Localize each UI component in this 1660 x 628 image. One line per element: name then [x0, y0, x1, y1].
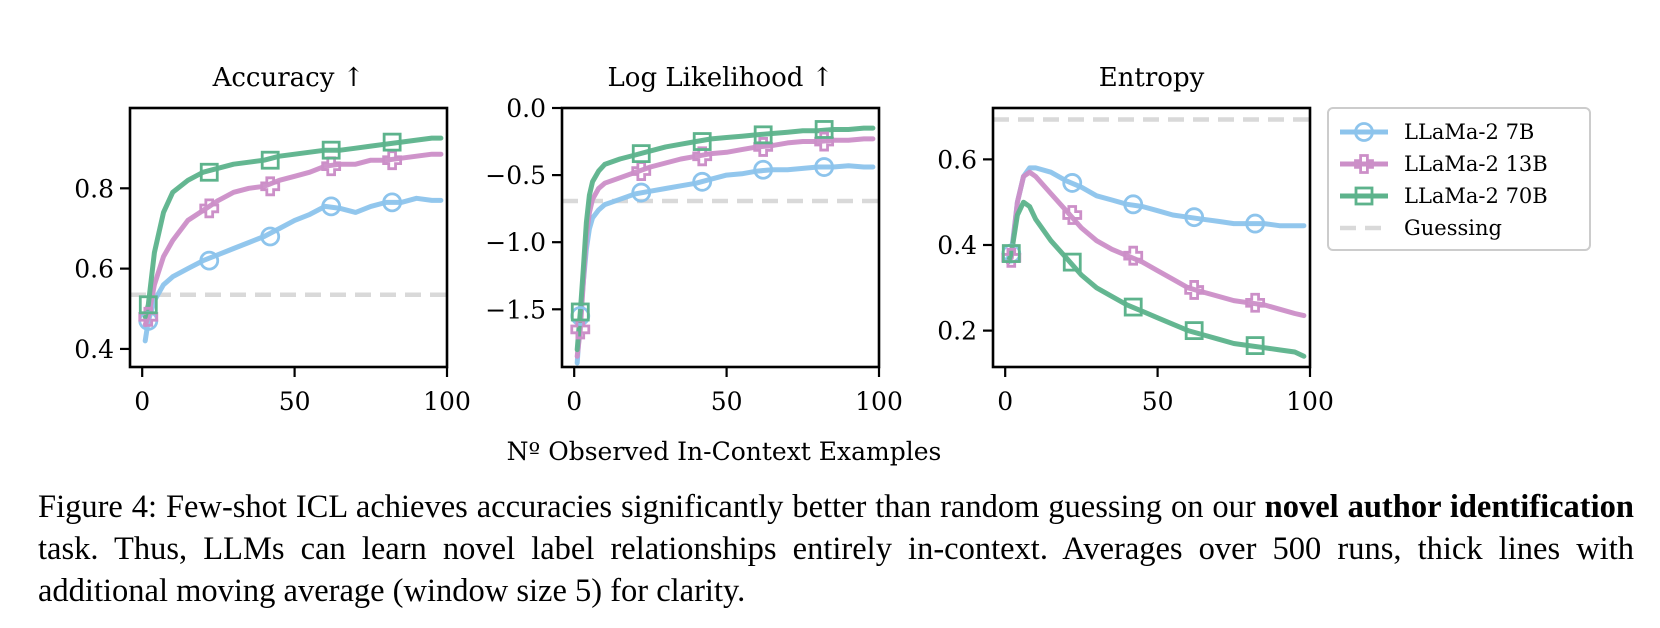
- marker-llama-2-13b: [321, 156, 342, 177]
- plot-area: [130, 135, 447, 344]
- marker-llama-2-70b: [1184, 321, 1204, 341]
- axes-frame: [991, 106, 1312, 369]
- legend-label: LLaMa-2 70B: [1404, 184, 1548, 208]
- axes-frame: [128, 106, 449, 369]
- marker-llama-2-13b: [382, 150, 403, 171]
- series-line-llama-2-13b: [142, 151, 444, 328]
- marker-llama-2-13b: [570, 319, 591, 340]
- y-tick-label: 0.6: [937, 145, 977, 174]
- legend: LLaMa-2 7B LLaMa-2 13B LLaMa-2 70B Guessing: [1327, 107, 1591, 251]
- marker-llama-2-70b: [382, 132, 402, 152]
- legend-marker: [1354, 154, 1374, 174]
- series-raw-llama-2-7b: [576, 165, 873, 364]
- figure-caption: Figure 4: Few-shot ICL achieves accuraci…: [38, 486, 1634, 612]
- marker-llama-2-70b: [692, 132, 712, 151]
- caption-lead: Figure 4: Few-shot ICL achieves accuraci…: [38, 489, 1265, 525]
- marker-llama-2-13b: [1184, 280, 1205, 300]
- y-tick-label: 0.4: [74, 335, 114, 364]
- marker-llama-2-7b: [321, 196, 342, 217]
- y-tick-label: −1.0: [485, 228, 546, 257]
- axes-frame: [560, 106, 881, 369]
- marker-llama-2-13b: [1245, 292, 1266, 313]
- marker-llama-2-7b: [1062, 173, 1083, 193]
- figure-chart: 0 50 100 0.4 0.6 0.8 Accuracy ↑ 0 50 100 −1.5 −1.0 −…: [74, 63, 1591, 466]
- x-tick-label: 0: [134, 387, 150, 416]
- marker-llama-2-7b: [382, 192, 403, 213]
- y-tick-label: 0.6: [74, 255, 114, 284]
- caption-rest: task. Thus, LLMs can learn novel label r…: [38, 531, 1634, 609]
- panel-title: Log Likelihood ↑: [608, 63, 834, 93]
- y-tick-label: 0.4: [937, 231, 977, 260]
- marker-llama-2-70b: [753, 125, 773, 145]
- x-tick-label: 100: [1286, 387, 1334, 416]
- marker-llama-2-70b: [631, 144, 651, 164]
- x-tick-label: 100: [423, 387, 471, 416]
- marker-llama-2-13b: [1062, 205, 1083, 225]
- chart-panels: 0 50 100 0.4 0.6 0.8 Accuracy ↑ 0 50 100 −1.5 −1.0 −…: [74, 63, 1334, 416]
- marker-llama-2-7b: [631, 182, 652, 203]
- series-line-llama-2-7b: [574, 163, 876, 366]
- marker-llama-2-70b: [260, 150, 280, 170]
- marker-llama-2-70b: [1123, 297, 1143, 317]
- marker-llama-2-13b: [692, 146, 713, 167]
- series-line-llama-2-13b: [1005, 169, 1307, 319]
- marker-llama-2-70b: [1001, 244, 1021, 263]
- series-line-llama-2-13b: [574, 136, 876, 359]
- marker-llama-2-7b: [1245, 213, 1266, 234]
- x-tick-label: 100: [855, 387, 903, 416]
- panel-log-likelihood: 0 50 100 −1.5 −1.0 −0.5 0.0 Log Likelihood ↑: [485, 63, 903, 416]
- marker-llama-2-13b: [199, 198, 220, 219]
- marker-llama-2-13b: [1123, 245, 1144, 266]
- legend-label: LLaMa-2 13B: [1404, 152, 1548, 176]
- marker-llama-2-70b: [199, 162, 219, 182]
- legend-marker: [1354, 122, 1374, 142]
- legend-label: LLaMa-2 7B: [1404, 120, 1534, 144]
- x-axis-label: Nº Observed In-Context Examples: [507, 437, 942, 466]
- y-tick-label: 0.2: [937, 317, 977, 346]
- plot-area: [993, 117, 1310, 359]
- series-line-llama-2-7b: [1005, 165, 1307, 261]
- marker-llama-2-7b: [1123, 194, 1144, 215]
- series-line-llama-2-70b: [1005, 199, 1307, 359]
- series-line-llama-2-7b: [142, 195, 444, 344]
- marker-llama-2-70b: [814, 120, 834, 139]
- y-tick-label: 0.8: [74, 174, 114, 203]
- marker-llama-2-13b: [631, 161, 652, 181]
- caption-bold: novel author identification: [1264, 489, 1634, 525]
- y-tick-label: −0.5: [485, 161, 546, 190]
- marker-llama-2-70b: [1245, 336, 1265, 355]
- x-tick-label: 50: [279, 387, 311, 416]
- legend-entry-llama-2-13b: LLaMa-2 13B: [1340, 152, 1548, 176]
- legend-entry-llama-2-70b: LLaMa-2 70B: [1340, 184, 1548, 208]
- marker-llama-2-7b: [692, 171, 713, 192]
- y-tick-label: 0.0: [506, 94, 546, 123]
- legend-marker: [1354, 186, 1374, 206]
- panel-accuracy: 0 50 100 0.4 0.6 0.8 Accuracy ↑: [74, 63, 471, 416]
- y-tick-label: −1.5: [485, 295, 546, 324]
- marker-llama-2-13b: [260, 176, 281, 197]
- marker-llama-2-7b: [199, 250, 220, 271]
- marker-llama-2-70b: [138, 295, 158, 315]
- marker-llama-2-7b: [814, 157, 835, 177]
- legend-entry-llama-2-7b: LLaMa-2 7B: [1340, 120, 1534, 144]
- x-tick-label: 50: [711, 387, 743, 416]
- panel-title: Accuracy ↑: [212, 63, 365, 93]
- marker-llama-2-70b: [570, 302, 590, 322]
- panel-entropy: 0 50 100 0.2 0.4 0.6 Entropy: [937, 63, 1334, 416]
- x-tick-label: 50: [1142, 387, 1174, 416]
- legend-label: Guessing: [1404, 216, 1502, 240]
- panel-title: Entropy: [1099, 63, 1205, 93]
- legend-entry-guessing: Guessing: [1340, 216, 1502, 240]
- marker-llama-2-70b: [321, 140, 341, 160]
- marker-llama-2-7b: [260, 226, 281, 247]
- x-tick-label: 0: [997, 387, 1013, 416]
- series-raw-llama-2-13b: [576, 138, 873, 357]
- marker-llama-2-70b: [1062, 252, 1082, 272]
- x-tick-label: 0: [566, 387, 582, 416]
- legend-box: [1327, 107, 1591, 251]
- marker-llama-2-7b: [753, 159, 774, 180]
- marker-llama-2-7b: [1184, 207, 1205, 228]
